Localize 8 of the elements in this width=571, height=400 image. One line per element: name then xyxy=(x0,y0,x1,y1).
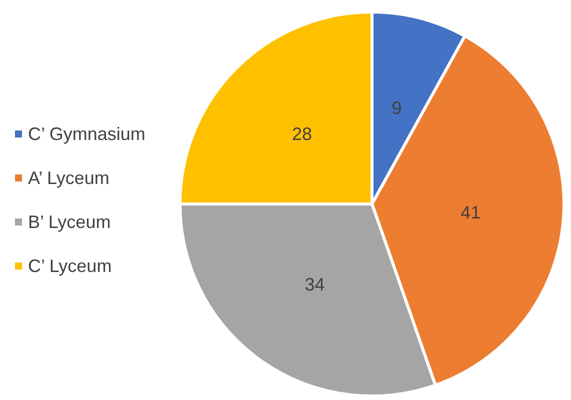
legend-label: B’ Lyceum xyxy=(28,212,111,232)
legend-label: A’ Lyceum xyxy=(28,168,110,188)
data-label: 28 xyxy=(292,124,312,144)
legend-label: C’ Gymnasium xyxy=(28,124,146,144)
data-label: 34 xyxy=(304,274,325,295)
data-label: 9 xyxy=(392,98,402,118)
data-label: 41 xyxy=(460,202,481,222)
legend-label: C’ Lyceum xyxy=(28,256,112,276)
